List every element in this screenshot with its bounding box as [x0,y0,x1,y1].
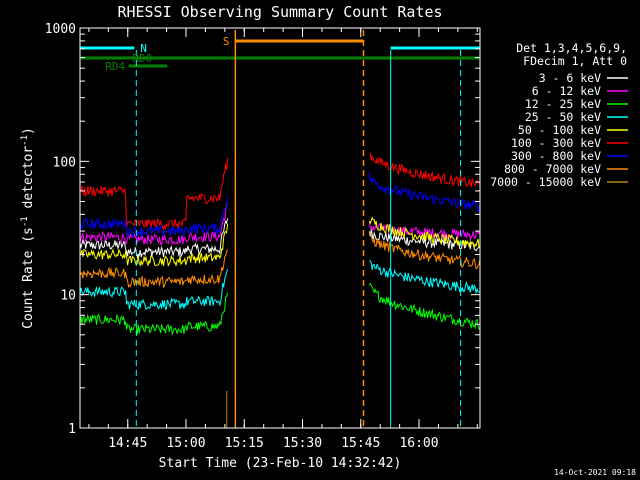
series-300-800keV [79,171,481,238]
legend-label: 100 - 300 keV [511,136,601,150]
x-tick-label: 15:15 [225,436,264,451]
x-tick-label: 15:30 [283,436,322,451]
legend-label: 7000 - 15000 keV [490,175,601,189]
series-800-7000keV [79,231,481,289]
series-12-25keV [79,282,481,336]
series-line [79,158,229,231]
series-line [79,197,229,238]
series-line [368,171,481,213]
rd4-label: RD4 [105,60,125,73]
series-line [369,231,481,270]
legend: Det 1,3,4,5,6,9, FDecim 1, Att 0 3 - 6 k… [490,41,628,189]
saa-label: S [223,35,230,48]
rd0-label: RD0 [132,52,152,65]
series-line [79,202,229,246]
legend-label: 800 - 7000 keV [504,162,601,176]
series-line [79,223,229,267]
legend-label: 25 - 50 keV [525,110,601,124]
x-tick-label: 15:45 [341,436,380,451]
chart-title: RHESSI Observing Summary Count Rates [117,3,442,21]
y-tick-label: 1 [68,422,76,437]
timestamp: 14-Oct-2021 09:18 [554,468,636,477]
series-line [368,229,481,252]
y-tick-label: 10 [60,289,76,304]
series-line [369,260,481,294]
legend-header-line-2: FDecim 1, Att 0 [523,54,627,68]
x-tick-label: 14:45 [108,436,147,451]
night-label: N [140,42,147,55]
series-line [79,218,229,259]
x-tick-label: 15:00 [166,436,205,451]
legend-label: 12 - 25 keV [525,97,601,111]
y-axis-label: Count Rate (s-1 detector-1) [20,127,36,329]
series-100-300keV [79,152,480,231]
legend-header-line-1: Det 1,3,4,5,6,9, [516,41,627,55]
legend-label: 3 - 6 keV [539,71,601,85]
legend-label: 300 - 800 keV [511,149,601,163]
series-3-6keV [79,218,481,259]
series-line [368,216,481,250]
plot-frame [79,27,481,429]
x-tick-label: 16:00 [399,436,438,451]
y-tick-label: 1000 [45,22,76,37]
series-line [368,282,481,330]
x-axis-label: Start Time (23-Feb-10 14:32:42) [159,456,402,471]
series-line [79,249,229,289]
series-50-100keV [79,216,481,267]
axes: 1 10 100 1000 14:45 15:00 15:15 15:30 15:45 16:00 [45,22,481,451]
legend-label: 6 - 12 keV [532,84,601,98]
y-tick-label: 100 [53,155,76,170]
series-line [369,152,480,188]
series-line [79,292,229,336]
legend-label: 50 - 100 keV [518,123,601,137]
series-25-50keV [79,260,481,311]
series-line [79,269,229,311]
